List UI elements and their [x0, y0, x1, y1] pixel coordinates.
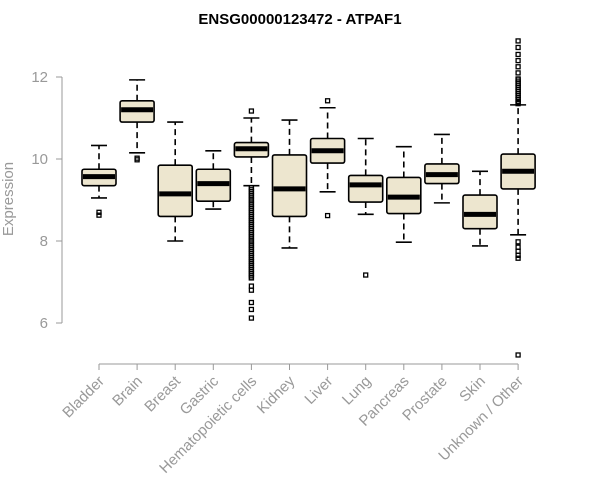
chart-title: ENSG00000123472 - ATPAF1	[198, 11, 401, 28]
outlier-point	[515, 44, 521, 51]
outlier-point	[96, 212, 102, 218]
outlier-point	[515, 76, 521, 82]
outlier-point	[515, 252, 521, 259]
outlier-point	[515, 248, 521, 254]
outlier-point	[324, 98, 331, 104]
x-tick-label: Kidney	[254, 372, 299, 417]
y-tick-label: 8	[40, 233, 48, 250]
box-5	[271, 154, 308, 218]
outlier-point	[248, 287, 255, 293]
outlier-point	[248, 283, 255, 289]
x-tick-label: Skin	[456, 373, 489, 406]
outlier-point	[515, 255, 521, 261]
y-axis-label: Expression	[0, 162, 17, 236]
y-tick-label: 10	[31, 151, 48, 168]
outlier-point	[134, 157, 140, 163]
outlier-point	[248, 299, 255, 306]
outlier-point	[515, 38, 521, 44]
box-7	[347, 174, 384, 203]
outlier-point	[515, 239, 521, 245]
outlier-point	[96, 209, 102, 215]
outlier-point	[515, 57, 521, 64]
x-tick-label: Bladder	[59, 373, 108, 422]
y-tick-label: 12	[31, 69, 48, 86]
outlier-point	[515, 352, 521, 358]
outlier-point	[248, 315, 255, 321]
outlier-point	[324, 212, 331, 219]
outlier-point	[248, 108, 255, 114]
outlier-point	[248, 306, 255, 313]
outlier-point	[515, 64, 521, 70]
box-2	[157, 164, 193, 218]
outlier-point	[515, 244, 521, 250]
x-tick-label: Brain	[109, 373, 146, 410]
outlier-point	[515, 51, 521, 58]
x-tick-label: Liver	[301, 373, 336, 408]
outlier-point	[363, 272, 369, 278]
y-tick-label: 6	[40, 315, 48, 332]
outlier-point	[515, 70, 521, 76]
outlier-point	[248, 185, 255, 191]
